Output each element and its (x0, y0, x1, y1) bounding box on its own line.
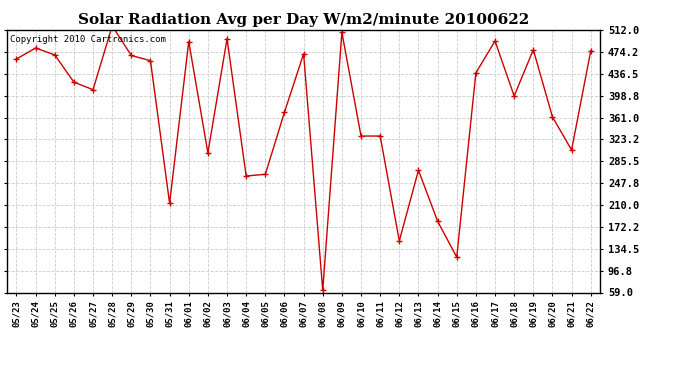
Title: Solar Radiation Avg per Day W/m2/minute 20100622: Solar Radiation Avg per Day W/m2/minute … (78, 13, 529, 27)
Text: Copyright 2010 Cartronics.com: Copyright 2010 Cartronics.com (10, 35, 166, 44)
